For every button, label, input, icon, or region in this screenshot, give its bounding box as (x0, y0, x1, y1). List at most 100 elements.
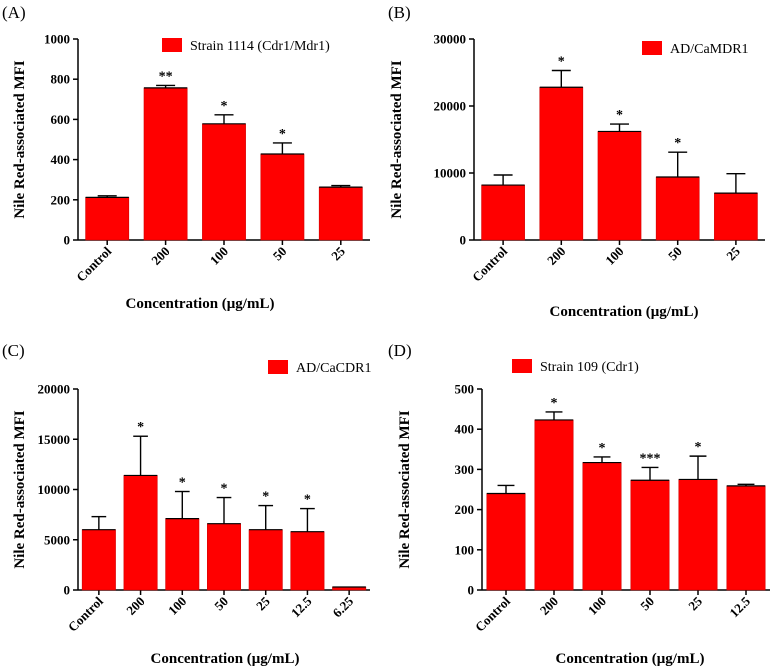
legend-label: Strain 1114 (Cdr1/Mdr1) (190, 39, 330, 54)
significance-mark: * (599, 441, 606, 456)
x-tick-label: Control (73, 243, 114, 284)
bar (207, 523, 241, 591)
bar (655, 176, 700, 241)
x-tick-label: 6.25 (330, 593, 357, 620)
x-tick-label: 50 (211, 594, 231, 614)
panel-label: (C) (2, 341, 25, 360)
y-tick-label: 100 (455, 542, 475, 557)
y-tick-label: 800 (51, 72, 71, 87)
x-tick-label: 12.5 (726, 593, 753, 620)
y-tick-label: 10000 (434, 166, 467, 181)
y-tick-label: 400 (455, 422, 475, 437)
x-axis-title: Concentration (μg/mL) (556, 651, 705, 667)
significance-mark: * (179, 476, 186, 491)
x-tick-label: Control (65, 593, 106, 634)
x-tick-label: 200 (544, 244, 568, 268)
bar (143, 87, 188, 241)
bar (630, 479, 670, 591)
y-axis-title: Nile Red-associated MFI (389, 60, 405, 218)
y-tick-label: 200 (455, 502, 475, 517)
bar (318, 186, 363, 241)
x-tick-label: 100 (165, 594, 189, 618)
y-tick-label: 0 (64, 233, 71, 248)
significance-mark: * (221, 99, 228, 114)
panel-a: (A) 0 200 400 600 800 1000 Nile Red-associated … (2, 3, 370, 312)
y-tick-label: 20000 (434, 99, 467, 114)
x-tick-label: 25 (328, 243, 348, 263)
x-axis-title: Concentration (μg/mL) (550, 304, 699, 320)
y-tick-label: 30000 (434, 32, 467, 47)
significance-mark: * (304, 493, 311, 508)
y-tick-label: 5000 (44, 532, 70, 547)
significance-mark: *** (640, 451, 661, 466)
y-tick-label: 1000 (44, 32, 70, 47)
legend-label: AD/CaCDR1 (296, 361, 371, 376)
bar (248, 529, 283, 591)
panel-c: (C) 0 5000 10000 15000 20000 Nile Red-associat… (2, 341, 371, 667)
y-tick-label: 0 (64, 583, 71, 598)
y-tick-label: 20000 (38, 382, 71, 397)
y-tick-label: 10000 (38, 482, 71, 497)
y-tick-label: 600 (51, 112, 71, 127)
x-tick-label: 12.5 (288, 593, 315, 620)
x-tick-label: Control (469, 243, 510, 284)
panel-d: (D) 0 100 200 300 400 500 Nile Red-associated M… (388, 341, 770, 667)
y-tick-label: 200 (51, 192, 71, 207)
y-axis-title: Nile Red-associated MFI (12, 410, 28, 568)
bar (486, 493, 526, 591)
y-tick-label: 0 (468, 583, 475, 598)
x-tick-label: 50 (665, 244, 685, 264)
y-tick-label: 500 (455, 382, 475, 397)
x-tick-label: 25 (253, 593, 273, 613)
bar (597, 131, 642, 241)
bar (290, 531, 325, 591)
legend-label: Strain 109 (Cdr1) (540, 360, 639, 375)
significance-mark: * (695, 440, 702, 455)
bar (678, 479, 718, 591)
bar (714, 192, 758, 241)
bar (123, 475, 158, 591)
bar (534, 419, 574, 591)
bar (202, 123, 246, 241)
x-tick-label: 100 (602, 244, 626, 268)
bar (582, 462, 622, 591)
x-tick-label: 200 (148, 244, 172, 268)
y-tick-label: 300 (455, 462, 475, 477)
legend-label: AD/CaMDR1 (670, 42, 749, 57)
bar (726, 485, 766, 591)
x-tick-label: 200 (123, 594, 147, 618)
significance-mark: * (279, 127, 286, 142)
x-tick-label: 100 (207, 244, 231, 268)
significance-mark: * (137, 420, 144, 435)
x-axis-title: Concentration (μg/mL) (126, 296, 275, 312)
x-tick-label: 25 (723, 243, 743, 263)
significance-mark: * (221, 482, 228, 497)
bar (539, 86, 584, 241)
bar (165, 518, 200, 591)
legend-swatch (268, 360, 288, 374)
significance-mark: * (558, 54, 565, 69)
y-axis-title: Nile Red-associated MFI (397, 410, 413, 568)
bar (81, 529, 116, 591)
x-axis-title: Concentration (μg/mL) (151, 651, 300, 667)
significance-mark: * (616, 108, 623, 123)
panel-label: (D) (388, 341, 412, 360)
significance-mark: * (551, 396, 558, 411)
legend-swatch (512, 359, 532, 373)
x-tick-label: 50 (637, 594, 657, 614)
x-tick-label: Control (472, 593, 513, 634)
legend-swatch (162, 38, 182, 52)
x-tick-label: 200 (537, 594, 561, 618)
x-tick-label: 25 (685, 593, 705, 613)
bar (85, 197, 130, 241)
y-tick-label: 0 (460, 233, 467, 248)
significance-mark: * (262, 490, 269, 505)
significance-mark: * (674, 136, 681, 151)
y-axis-title: Nile Red-associated MFI (12, 60, 28, 218)
legend-swatch (642, 41, 662, 55)
panel-label: (A) (2, 3, 26, 22)
panel-b: (B) 0 10000 20000 30000 Nile Red-associated M… (388, 3, 765, 320)
x-tick-label: 100 (585, 594, 609, 618)
y-tick-label: 400 (51, 152, 71, 167)
